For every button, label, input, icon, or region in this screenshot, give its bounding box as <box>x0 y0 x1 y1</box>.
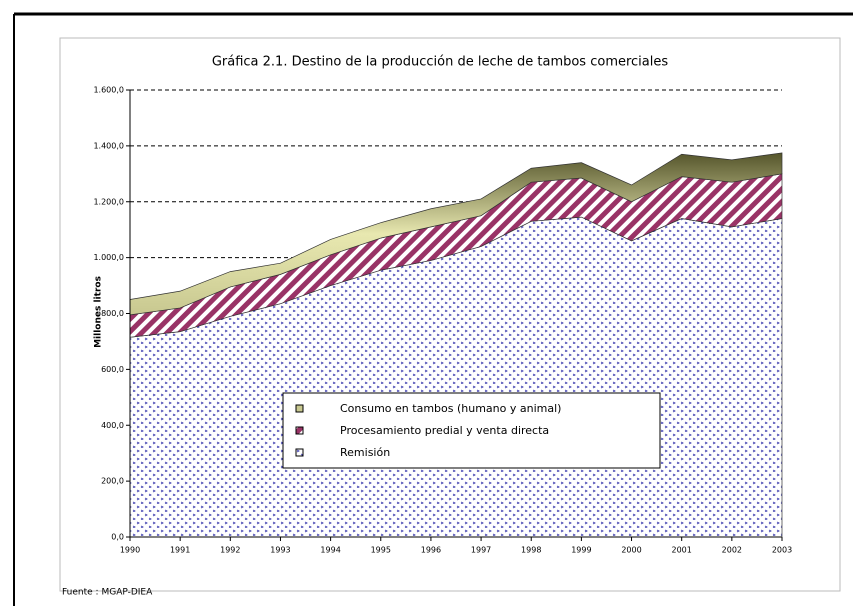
x-tick-label: 1992 <box>220 546 240 555</box>
legend <box>282 392 661 469</box>
legend-label: Consumo en tambos (humano y animal) <box>340 402 561 415</box>
x-tick-label: 1993 <box>270 546 290 555</box>
x-tick-label: 1998 <box>521 546 541 555</box>
x-tick-label: 1999 <box>571 546 591 555</box>
y-tick-label: 200,0 <box>101 477 124 486</box>
x-tick-label: 2000 <box>621 546 641 555</box>
y-axis-label: Millones litros <box>94 276 104 348</box>
y-tick-label: 1.200,0 <box>93 197 124 206</box>
y-tick-label: 600,0 <box>101 365 124 374</box>
area <box>129 152 783 316</box>
y-tick-label: 0,0 <box>111 533 124 542</box>
legend-label: Procesamiento predial y venta directa <box>340 424 549 437</box>
x-tick-label: 2002 <box>722 546 742 555</box>
source: Fuente : MGAP-DIEA <box>62 588 153 598</box>
chart-title: Gráfica 2.1. Destino de la producción de… <box>212 55 669 70</box>
x-tick-label: 1991 <box>170 546 190 555</box>
legend-swatch <box>295 404 304 413</box>
legend-swatch <box>295 448 304 457</box>
legend-label: Remisión <box>340 446 390 459</box>
x-tick-label: 2001 <box>672 546 692 555</box>
y-tick-label: 1.400,0 <box>93 141 124 150</box>
y-tick-label: 400,0 <box>101 421 124 430</box>
chart-border <box>59 37 841 592</box>
x-tick-label: 1990 <box>120 546 140 555</box>
x-tick-label: 1995 <box>371 546 391 555</box>
x-tick-label: 2003 <box>772 546 792 555</box>
area <box>129 216 783 538</box>
x-tick-label: 1996 <box>421 546 441 555</box>
legend-swatch <box>295 426 304 435</box>
y-tick-label: 1.600,0 <box>93 86 124 95</box>
x-tick-label: 1994 <box>320 546 340 555</box>
y-tick-label: 800,0 <box>101 309 124 318</box>
x-tick-label: 1997 <box>471 546 491 555</box>
y-tick-label: 1.000,0 <box>93 253 124 262</box>
